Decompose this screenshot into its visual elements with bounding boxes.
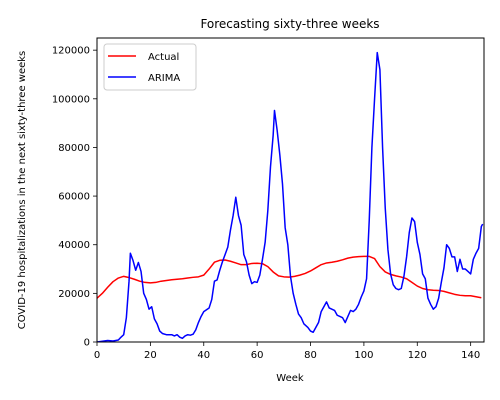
plot-area [96, 37, 485, 343]
y-axis: 0 20000 40000 60000 80000 100000 120000 [52, 46, 97, 349]
x-tick-label: 20 [144, 350, 157, 361]
legend-label-arima: ARIMA [148, 73, 180, 84]
x-tick-label: 60 [251, 350, 264, 361]
y-axis-label: COVID-19 hospitalizations in the next si… [17, 51, 28, 330]
x-tick-label: 40 [197, 350, 210, 361]
y-tick-label: 60000 [58, 192, 90, 203]
series-line-actual [97, 255, 482, 299]
y-tick-label: 80000 [58, 143, 90, 154]
x-tick-label: 100 [354, 350, 373, 361]
plot-frame [96, 37, 485, 343]
x-axis-label: Week [276, 373, 304, 384]
legend: Actual ARIMA [103, 43, 197, 91]
x-tick-label: 0 [94, 350, 100, 361]
series-line-arima [97, 51, 484, 342]
x-tick-label: 80 [304, 350, 317, 361]
x-axis: 0 20 40 60 80 100 120 140 [94, 342, 480, 361]
y-tick-label: 40000 [58, 240, 90, 251]
x-tick-label: 140 [461, 350, 480, 361]
legend-label-actual: Actual [148, 52, 179, 63]
x-tick-label: 120 [408, 350, 427, 361]
series-layer [97, 51, 484, 342]
y-tick-label: 20000 [58, 289, 90, 300]
y-tick-label: 120000 [52, 46, 90, 57]
y-tick-label: 0 [84, 338, 90, 349]
y-tick-label: 100000 [52, 94, 90, 105]
chart-title: Forecasting sixty-three weeks [200, 17, 379, 31]
